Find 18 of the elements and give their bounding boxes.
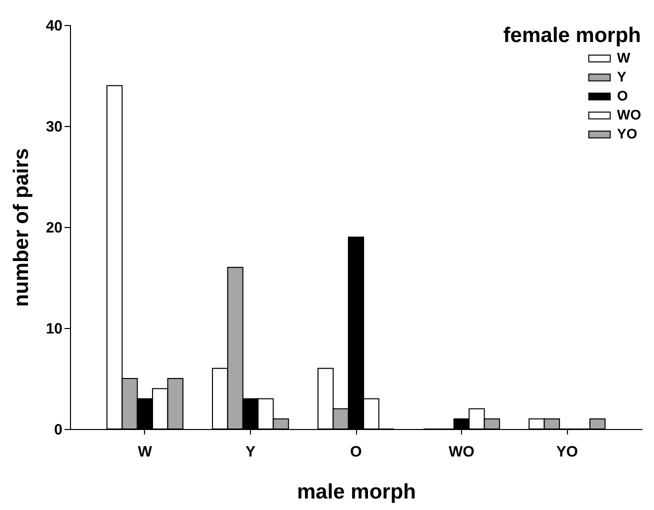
y-tick-label: 40 [46, 18, 62, 34]
legend-label: O [617, 88, 628, 104]
legend-title: female morph [503, 24, 641, 47]
x-tick-label: WO [448, 444, 475, 460]
legend-label: Y [617, 68, 627, 84]
x-tick-label: O [350, 444, 362, 460]
y-tick-label: 30 [46, 118, 62, 136]
y-tick-label: 20 [46, 220, 62, 236]
legend-label: W [617, 50, 631, 66]
legend-label: WO [617, 106, 642, 122]
legend-label: YO [617, 126, 638, 142]
x-tick-label: YO [556, 444, 578, 460]
x-tick-label: Y [245, 444, 256, 460]
y-axis-title: number of pairs [10, 148, 33, 307]
y-tick-label: 10 [46, 320, 62, 338]
x-tick-label: W [138, 444, 153, 460]
y-tick-label: 0 [54, 422, 62, 438]
x-axis-title: male morph [296, 480, 416, 504]
